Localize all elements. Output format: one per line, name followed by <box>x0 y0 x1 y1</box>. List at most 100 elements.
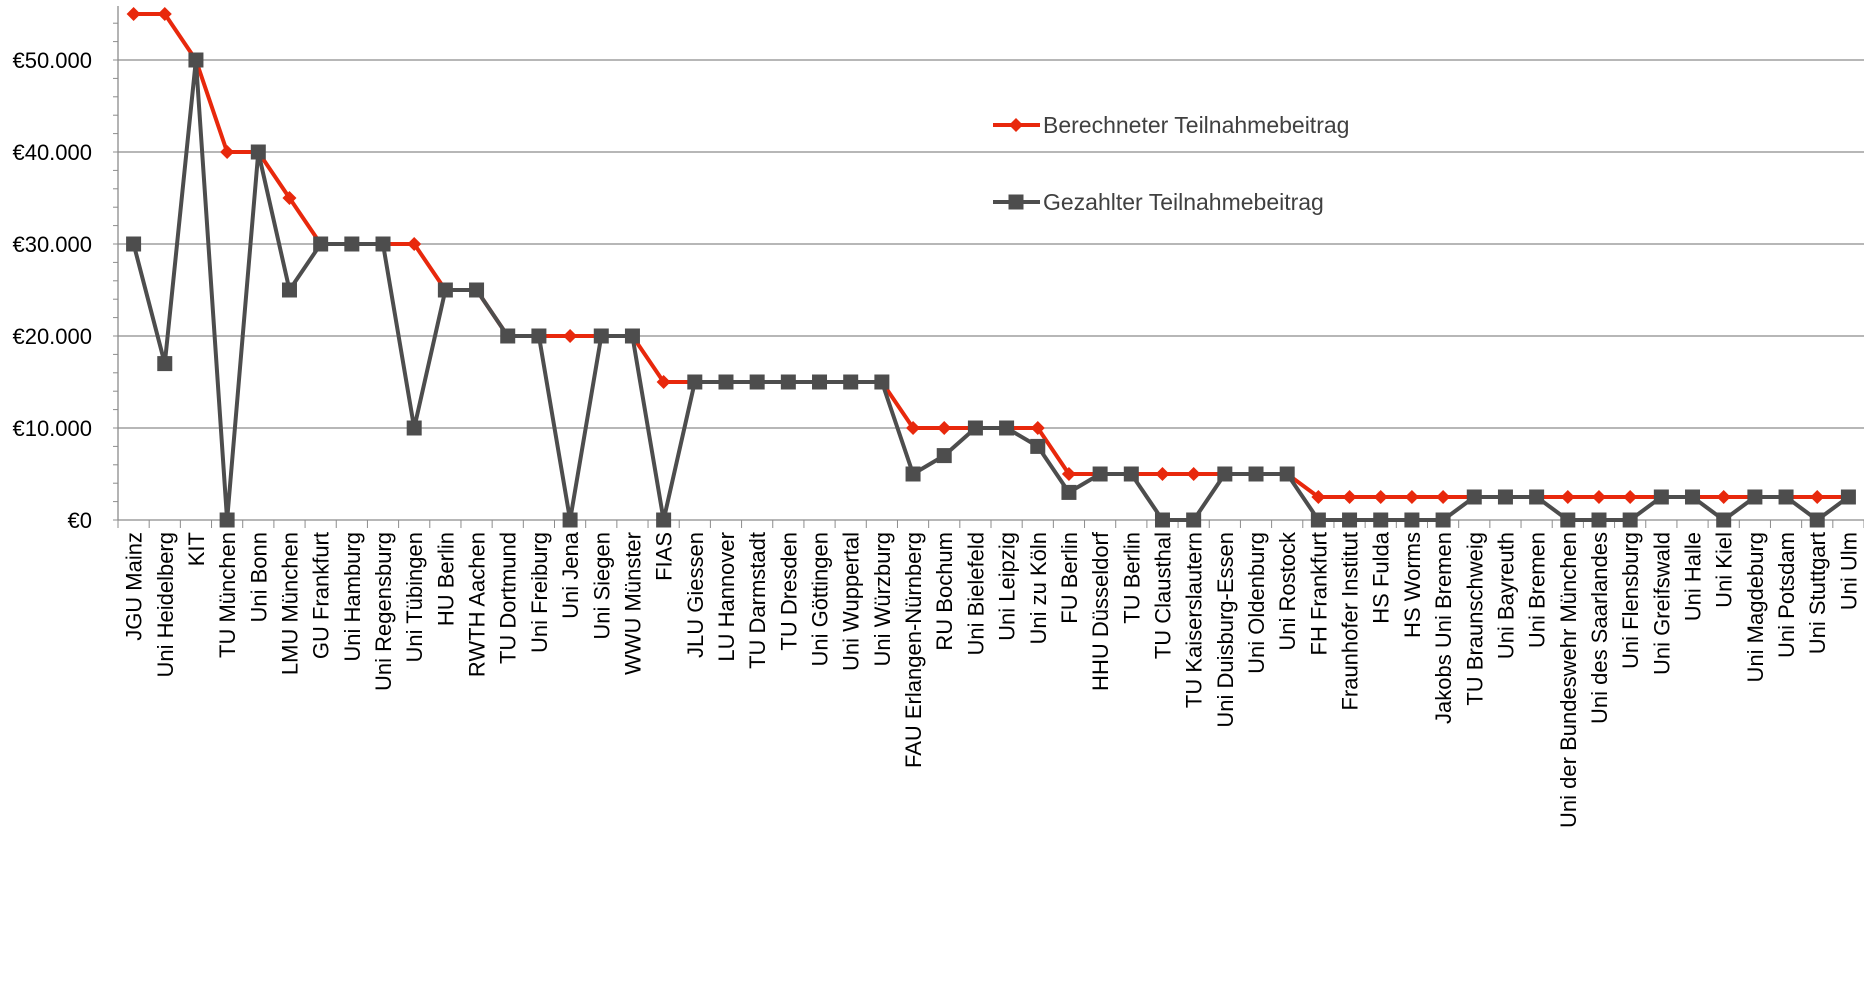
series-2-point <box>780 374 796 390</box>
series-1-point <box>126 7 141 21</box>
legend-marker-2 <box>1008 194 1024 210</box>
x-tick-label: Uni Kiel <box>1712 532 1737 608</box>
series-2-point <box>219 512 235 528</box>
x-tick-label: Uni Ulm <box>1836 532 1861 610</box>
series-1-point <box>1623 490 1638 504</box>
series-2-point <box>313 236 329 252</box>
series-2-point <box>999 420 1015 436</box>
x-tick-label: HS Worms <box>1400 532 1425 638</box>
series-2-point <box>375 236 391 252</box>
series-2-point <box>1653 489 1669 505</box>
x-tick-label: Uni Oldenburg <box>1244 532 1269 674</box>
x-tick-label: Uni zu Köln <box>1026 532 1051 645</box>
series-1-point <box>1030 421 1045 435</box>
series-2-point <box>1529 489 1545 505</box>
y-tick-label: €30.000 <box>12 232 92 257</box>
x-tick-label: Uni Würzburg <box>870 532 895 666</box>
series-2-point <box>437 282 453 298</box>
x-tick-label: Uni Greifswald <box>1649 532 1674 675</box>
series-2-point <box>624 328 640 344</box>
x-tick-label: Uni Rostock <box>1275 531 1300 651</box>
series-2-point <box>1030 438 1046 454</box>
x-tick-label: Uni Potsdam <box>1774 532 1799 658</box>
x-tick-label: Uni Freiburg <box>527 532 552 653</box>
series-2-point <box>1591 512 1607 528</box>
series-1-point <box>1560 490 1575 504</box>
series-2-point <box>749 374 765 390</box>
x-tick-label: Uni Bielefeld <box>963 532 988 656</box>
series-2-point <box>812 374 828 390</box>
x-tick-label: RU Bochum <box>932 532 957 651</box>
series-1-point <box>1404 490 1419 504</box>
series-2-point <box>1809 512 1825 528</box>
x-tick-label: Uni Leipzig <box>995 532 1020 641</box>
x-tick-label: Uni Hamburg <box>340 532 365 662</box>
series-2-point <box>1061 484 1077 500</box>
series-2-point <box>1466 489 1482 505</box>
x-tick-label: Jakobs Uni Bremen <box>1431 532 1456 724</box>
series-2-point <box>874 374 890 390</box>
series-1-point <box>1155 467 1170 481</box>
series-2-point <box>593 328 609 344</box>
series-2-point <box>1217 466 1233 482</box>
x-tick-label: HS Fulda <box>1369 531 1394 623</box>
y-tick-label: €40.000 <box>12 140 92 165</box>
series-2-point <box>1092 466 1108 482</box>
x-tick-label: GU Frankfurt <box>309 532 334 659</box>
x-tick-label: JGU Mainz <box>122 532 147 641</box>
x-tick-label: TU Darmstadt <box>745 532 770 669</box>
series-1-point <box>656 375 671 389</box>
series-2-point <box>1716 512 1732 528</box>
x-tick-label: HHU Düsseldorf <box>1088 531 1113 691</box>
x-tick-label: Uni Jena <box>558 531 583 619</box>
series-2-point <box>1248 466 1264 482</box>
x-tick-label: FAU Erlangen-Nürnberg <box>901 532 926 768</box>
series-2-point <box>562 512 578 528</box>
x-tick-label: TU Dortmund <box>496 532 521 664</box>
series-2-point <box>656 512 672 528</box>
x-tick-label: Uni der Bundeswehr München <box>1556 532 1581 828</box>
x-tick-label: Uni des Saarlandes <box>1587 532 1612 724</box>
series-1-point <box>1810 490 1825 504</box>
series-2-point <box>1622 512 1638 528</box>
x-tick-label: Uni Bayreuth <box>1493 532 1518 659</box>
series-line-2 <box>131 58 1850 522</box>
series-2-point <box>1560 512 1576 528</box>
series-2-point <box>344 236 360 252</box>
x-tick-label: WWU Münster <box>620 532 645 675</box>
x-tick-label: TU Berlin <box>1119 532 1144 624</box>
series-2-point <box>905 466 921 482</box>
series-2-point <box>843 374 859 390</box>
series-2-point <box>1840 489 1856 505</box>
x-tick-label: Uni Bremen <box>1525 532 1550 648</box>
legend: Berechneter Teilnahmebeitrag Gezahlter Te… <box>993 112 1349 215</box>
series-2-point <box>1778 489 1794 505</box>
y-tick-label: €50.000 <box>12 48 92 73</box>
series-1-point <box>407 237 422 251</box>
series-2-point <box>1373 512 1389 528</box>
y-tick-label: €0 <box>68 508 92 533</box>
series-2-point <box>1685 489 1701 505</box>
series-1-point <box>1591 490 1606 504</box>
series-2-point <box>1310 512 1326 528</box>
x-tick-label: HU Berlin <box>433 532 458 626</box>
series-2-point <box>1154 512 1170 528</box>
series-1-point <box>937 421 952 435</box>
series-1-point <box>563 329 578 343</box>
x-tick-label: Uni Siegen <box>589 532 614 640</box>
series-1-point <box>1186 467 1201 481</box>
x-tick-label: FIAS <box>652 532 677 581</box>
x-tick-label: FU Berlin <box>1057 532 1082 624</box>
x-tick-label: Uni Flensburg <box>1618 532 1643 669</box>
series-2-point <box>469 282 485 298</box>
x-tick-label: KIT <box>184 532 209 566</box>
series-1-point <box>906 421 921 435</box>
x-tick-label: LMU München <box>277 532 302 675</box>
x-tick-label: TU Dresden <box>776 532 801 651</box>
x-tick-label: Uni Stuttgart <box>1805 532 1830 654</box>
series-2-point <box>531 328 547 344</box>
series-2-point <box>687 374 703 390</box>
series-2-point <box>1342 512 1358 528</box>
x-tick-label: FH Frankfurt <box>1306 532 1331 655</box>
series-1-point <box>220 145 235 159</box>
